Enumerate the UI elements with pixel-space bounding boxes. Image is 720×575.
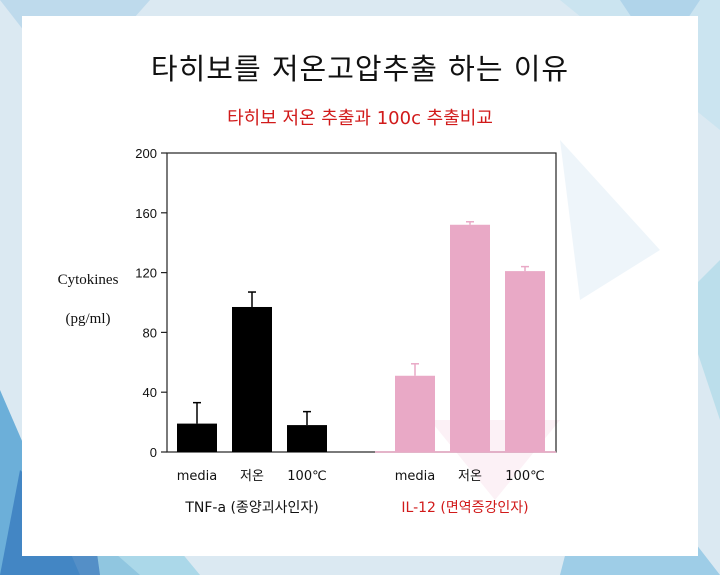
bar <box>232 306 272 452</box>
group-label: TNF-a (종양괴사인자) <box>184 500 318 516</box>
bar <box>450 224 490 452</box>
bar <box>287 425 327 452</box>
y-tick-label: 80 <box>143 325 157 340</box>
x-tick-label: media <box>395 469 436 484</box>
y-tick-label: 160 <box>135 206 157 221</box>
y-tick-label: 200 <box>135 146 157 161</box>
x-tick-label: 저온 <box>240 469 264 484</box>
x-tick-label: 100℃ <box>287 469 326 484</box>
page-title: 타히보를 저온고압추출 하는 이유 <box>150 52 570 86</box>
group-label: IL-12 (면역증강인자) <box>401 500 528 516</box>
y-tick-label: 120 <box>135 266 157 281</box>
page-subtitle: 타히보 저온 추출과 100c 추출비교 <box>227 108 493 129</box>
y-axis-unit: (pg/ml) <box>65 311 111 327</box>
card-bg-shape <box>560 140 660 300</box>
x-tick-label: 저온 <box>458 469 482 484</box>
y-axis-label: Cytokines <box>57 272 119 288</box>
bar <box>505 271 545 452</box>
y-tick-label: 0 <box>150 445 157 460</box>
y-tick-label: 40 <box>143 385 157 400</box>
plot-frame <box>166 152 557 453</box>
bar <box>395 375 435 452</box>
bar <box>177 423 217 452</box>
x-tick-label: media <box>177 469 218 484</box>
x-tick-label: 100℃ <box>505 469 544 484</box>
